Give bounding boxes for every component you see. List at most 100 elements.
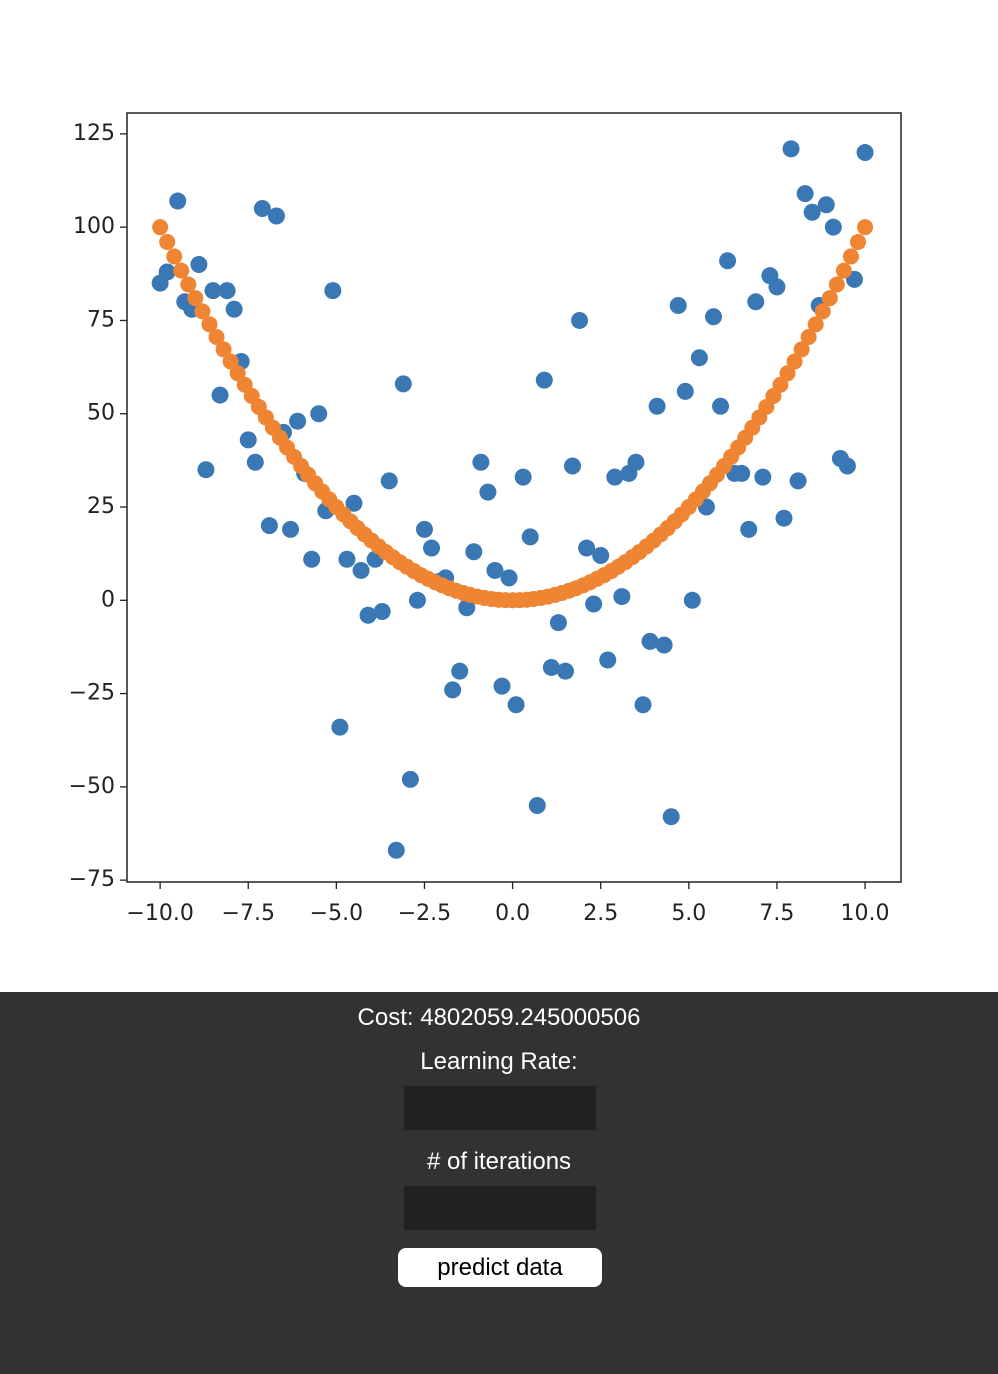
point — [793, 341, 810, 358]
point — [166, 248, 183, 265]
point — [493, 677, 511, 695]
predict-button[interactable]: predict data — [398, 1248, 602, 1287]
y-tick-label: 25 — [87, 494, 115, 519]
point — [394, 375, 412, 393]
point — [486, 561, 504, 579]
point — [303, 550, 321, 568]
point — [324, 282, 342, 300]
point — [564, 457, 582, 475]
y-tick-label: −50 — [69, 774, 115, 799]
point — [197, 461, 215, 479]
point — [211, 386, 229, 404]
point — [479, 483, 497, 501]
point — [772, 376, 789, 393]
point — [229, 365, 246, 382]
point — [641, 632, 659, 650]
point — [786, 353, 803, 370]
point — [401, 770, 419, 788]
point — [733, 464, 751, 482]
y-tick-label: 50 — [87, 401, 115, 426]
point — [779, 365, 796, 382]
x-tick-label: 0.0 — [495, 901, 530, 926]
point — [528, 797, 546, 815]
point — [373, 602, 391, 620]
point — [803, 203, 821, 221]
point — [423, 539, 441, 557]
chart: −10.0 −7.5 −5.0 −2.5 0.0 2.5 5.0 7.5 10.0 −75 −50 −… — [69, 112, 902, 926]
point — [796, 185, 814, 203]
point — [222, 353, 239, 370]
point — [310, 405, 328, 423]
point — [215, 341, 232, 358]
point — [225, 300, 243, 318]
point — [535, 371, 553, 389]
point — [549, 614, 567, 632]
point — [775, 509, 793, 527]
learning-rate-input[interactable] — [404, 1086, 596, 1130]
point — [380, 472, 398, 490]
point — [634, 696, 652, 714]
y-tick-label: 100 — [73, 214, 115, 239]
point — [704, 308, 722, 326]
iterations-input[interactable] — [404, 1186, 596, 1230]
point — [194, 303, 211, 320]
point — [807, 316, 824, 333]
point — [627, 453, 645, 471]
point — [856, 144, 874, 162]
point — [740, 520, 758, 538]
point — [208, 329, 225, 346]
point — [754, 468, 772, 486]
point — [683, 591, 701, 609]
point — [662, 808, 680, 826]
point — [828, 276, 845, 293]
y-tick-label: −25 — [69, 681, 115, 706]
point — [521, 528, 539, 546]
point — [239, 431, 257, 449]
point — [507, 696, 525, 714]
point — [338, 550, 356, 568]
point — [458, 599, 476, 617]
point — [190, 255, 208, 273]
point — [556, 662, 574, 680]
point — [187, 290, 204, 307]
x-tick-label: 10.0 — [841, 901, 890, 926]
point — [814, 303, 831, 320]
point — [173, 262, 190, 279]
point — [592, 547, 610, 565]
cost-label: Cost: 4802059.245000506 — [357, 1004, 641, 1031]
point — [408, 591, 426, 609]
point — [159, 233, 176, 250]
point — [465, 543, 483, 561]
x-tick-label: 5.0 — [671, 901, 706, 926]
point — [201, 316, 218, 333]
y-tick-label: −75 — [69, 867, 115, 892]
point — [585, 595, 603, 613]
control-panel: Cost: 4802059.245000506 Learning Rate: #… — [0, 992, 998, 1374]
point — [655, 636, 673, 654]
point — [158, 263, 176, 281]
point — [451, 662, 469, 680]
x-tick-label: 2.5 — [583, 901, 618, 926]
point — [180, 276, 197, 293]
point — [599, 651, 617, 669]
point — [289, 412, 307, 430]
x-tick-label: −7.5 — [222, 901, 275, 926]
point — [606, 468, 624, 486]
point — [712, 397, 730, 415]
plot-frame — [126, 112, 902, 883]
point — [571, 311, 589, 329]
point — [857, 219, 874, 236]
point — [444, 681, 462, 699]
point — [253, 200, 271, 218]
point — [824, 218, 842, 236]
point — [613, 588, 631, 606]
point — [500, 569, 518, 587]
point — [152, 219, 169, 236]
point — [669, 297, 687, 315]
point — [542, 658, 560, 676]
point — [514, 468, 532, 486]
point — [676, 382, 694, 400]
point — [838, 457, 856, 475]
point — [648, 397, 666, 415]
point — [817, 196, 835, 214]
